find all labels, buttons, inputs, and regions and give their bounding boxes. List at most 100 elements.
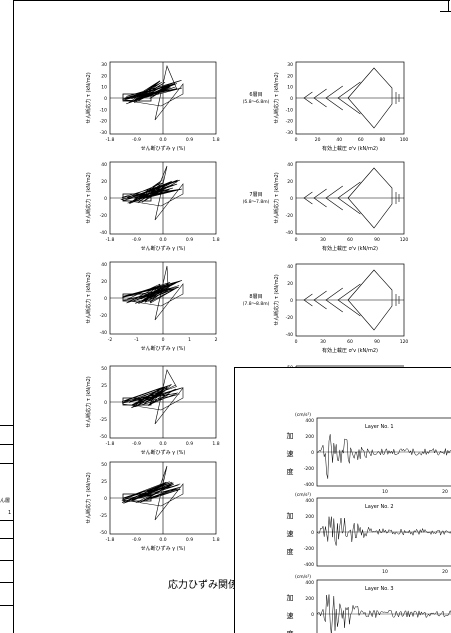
unit-label: (cm/s²) [295,574,311,580]
y-tick-label: -400 [304,562,314,568]
y-tick-label: -400 [304,482,314,488]
side-tab-text: 1 [8,510,12,516]
x-tick-label: 0.9 [186,441,193,447]
y-tick-label: 50 [101,462,107,468]
y-tick-label: 20 [101,279,107,285]
y-tick-label: -10 [100,107,107,113]
y-axis-label: せん断応力 τ (kN/m2) [85,172,92,224]
y-tick-label: 30 [287,62,293,68]
figure-sheet [13,0,450,633]
y-tick-label: 0 [290,96,293,102]
x-tick-label: 80 [380,137,386,143]
hysteresis-panel: 40 20 0 -20 -40-1.8 -0.9 0.0 0.9 1.8 せん断応力 τ (kN/… [85,161,220,252]
hysteresis-panel: 50 25 0 -25 -50-1.8 -0.9 0.0 0.9 1.8 せん断応力 τ (kN/… [85,365,220,456]
acceleration-axis-label: 速 [287,530,294,538]
unit-label: (cm/s²) [295,492,311,498]
x-tick-label: -1.8 [106,441,115,447]
y-tick-label: 0 [104,196,107,202]
x-tick-label: 0 [295,237,298,243]
y-tick-label: -20 [286,213,293,219]
y-tick-label: 200 [305,434,314,440]
y-tick-label: 20 [287,281,293,287]
x-tick-label: -0.9 [132,537,141,543]
y-axis-label: せん断応力 τ (kN/m2) [273,274,280,326]
y-tick-label: -30 [286,130,293,136]
hysteresis-curve [122,493,152,502]
hysteresis-panel: 30 20 10 0 -10 -20 -30-1.8 -0.9 0.0 0.9 1.8 せん断応力 τ… [85,61,220,152]
y-tick-label: -50 [100,434,107,440]
table-rule [0,520,13,521]
acceleration-axis-label: 加 [287,511,294,520]
x-tick-label: 0.9 [186,537,193,543]
x-tick-label: 0.0 [159,537,166,543]
y-tick-label: -50 [100,530,107,536]
x-tick-label: 1.8 [212,137,219,143]
x-tick-label: 60 [347,237,353,243]
y-tick-label: -20 [286,119,293,125]
corner-mark [440,11,451,12]
y-tick-label: 0 [290,298,293,304]
y-tick-label: -40 [286,332,293,338]
y-tick-label: 400 [305,418,314,424]
y-tick-label: 30 [101,62,107,68]
y-tick-label: 0 [104,400,107,406]
x-tick-label: 90 [374,339,380,345]
hysteresis-panel: 40 20 0 -20 -40-2 -1 0 1 2 せん断応力 τ (kN/m2) せん断ひずみ … [85,261,218,352]
stress-path-curve [303,167,400,229]
y-tick-label: 200 [305,514,314,520]
y-tick-label: 0 [104,496,107,502]
x-axis-label: せん断ひずみ γ (%) [141,145,186,152]
x-tick-label: 60 [358,137,364,143]
layer-depth-label: (7.8〜8.8m) [243,301,270,307]
table-rule [0,463,13,464]
x-tick-label: -1.8 [106,237,115,243]
hysteresis-curve [122,93,152,102]
x-tick-label: 0.0 [159,137,166,143]
x-tick-label: 0.0 [159,237,166,243]
x-tick-label: 0 [162,337,165,343]
x-tick-label: 1.8 [212,441,219,447]
x-tick-label: -1.8 [106,137,115,143]
x-axis-label: 有効上載圧 σ'v (kN/m2) [322,145,378,152]
table-rule [0,444,13,445]
hysteresis-curve [122,193,152,202]
layer-depth-label: (5.8〜6.8m) [243,99,270,105]
y-tick-label: 400 [305,498,314,504]
y-tick-label: 0 [104,296,107,302]
x-tick-label: 30 [320,339,326,345]
hysteresis-curve [120,165,184,221]
y-tick-label: -10 [286,107,293,113]
acceleration-axis-label: 加 [287,431,294,440]
y-tick-label: 40 [287,162,293,168]
acceleration-window: (cm/s²) Layer No. 1 400 200 0 -200 -400 10 20 加速度… [234,367,451,633]
table-rule [0,582,13,583]
y-tick-label: -20 [100,213,107,219]
stress-path-curve [303,269,400,331]
acceleration-trace [316,516,451,546]
y-tick-label: -20 [100,313,107,319]
y-axis-label: せん断応力 τ (kN/m2) [85,72,92,124]
x-tick-label: 30 [320,237,326,243]
x-tick-label: 0.0 [159,441,166,447]
x-tick-label: 60 [347,339,353,345]
x-tick-label: 1.8 [212,237,219,243]
acceleration-axis-label: 速 [287,450,294,458]
y-tick-label: -20 [286,315,293,321]
y-tick-label: 40 [287,264,293,270]
x-tick-label: 120 [400,339,409,345]
acceleration-axis-label: 度 [287,629,294,633]
y-tick-label: 0 [311,450,314,456]
x-tick-label: 2 [215,337,218,343]
y-tick-label: -25 [100,417,107,423]
x-tick-label: 0.9 [186,137,193,143]
corner-mark [448,0,449,12]
x-tick-label: 0 [295,137,298,143]
acceleration-axis-label: 度 [287,547,294,556]
y-tick-label: 25 [101,479,107,485]
table-rule [0,538,13,539]
y-tick-label: 0 [311,530,314,536]
y-tick-label: -200 [304,466,314,472]
